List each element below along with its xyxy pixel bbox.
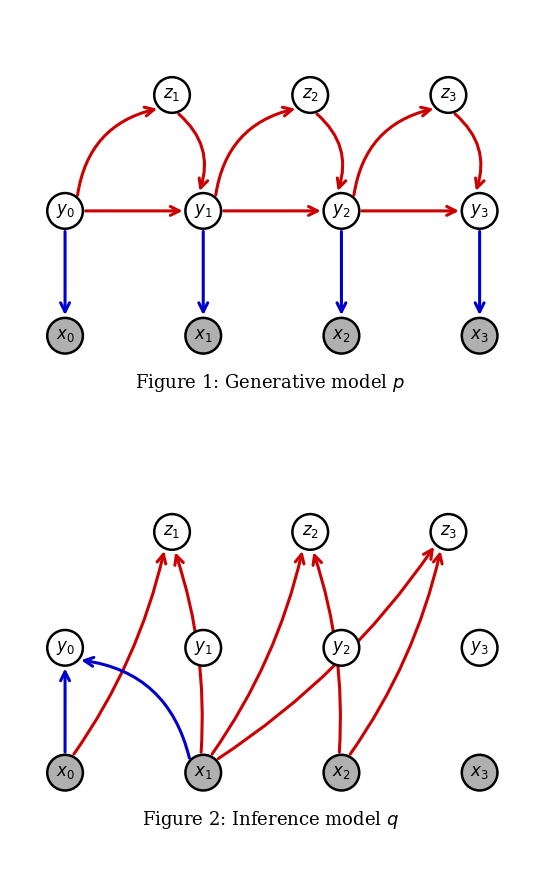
Circle shape	[324, 630, 359, 665]
Circle shape	[154, 77, 190, 112]
Text: Figure 2: Inference model $q$: Figure 2: Inference model $q$	[142, 809, 399, 831]
Circle shape	[324, 193, 359, 228]
Circle shape	[324, 318, 359, 353]
Text: $x_1$: $x_1$	[194, 764, 213, 781]
Circle shape	[430, 514, 466, 549]
Circle shape	[462, 193, 498, 228]
Text: $x_0$: $x_0$	[56, 764, 75, 781]
Circle shape	[47, 630, 83, 665]
Text: $x_1$: $x_1$	[194, 327, 213, 344]
Text: $z_1$: $z_1$	[163, 523, 180, 541]
Text: $x_2$: $x_2$	[332, 327, 351, 344]
Text: $y_3$: $y_3$	[470, 639, 489, 657]
Circle shape	[462, 630, 498, 665]
Circle shape	[324, 755, 359, 791]
Circle shape	[462, 318, 498, 353]
Text: $y_2$: $y_2$	[332, 639, 351, 657]
Text: $x_0$: $x_0$	[56, 327, 75, 344]
Circle shape	[293, 514, 328, 549]
Circle shape	[185, 630, 221, 665]
Circle shape	[185, 755, 221, 791]
Text: $y_0$: $y_0$	[56, 202, 74, 220]
Circle shape	[47, 318, 83, 353]
Text: $x_2$: $x_2$	[332, 764, 351, 781]
Text: $z_2$: $z_2$	[302, 523, 319, 541]
Circle shape	[430, 77, 466, 112]
Circle shape	[47, 193, 83, 228]
Circle shape	[462, 755, 498, 791]
Text: Figure 1: Generative model $p$: Figure 1: Generative model $p$	[135, 372, 405, 394]
Text: $z_2$: $z_2$	[302, 86, 319, 104]
Text: $x_3$: $x_3$	[470, 327, 489, 344]
Circle shape	[47, 755, 83, 791]
Text: $y_2$: $y_2$	[332, 202, 351, 220]
Text: $y_0$: $y_0$	[56, 639, 74, 657]
Circle shape	[185, 318, 221, 353]
Text: $z_3$: $z_3$	[440, 86, 457, 104]
Circle shape	[154, 514, 190, 549]
Circle shape	[185, 193, 221, 228]
Circle shape	[293, 77, 328, 112]
Text: $z_3$: $z_3$	[440, 523, 457, 541]
Text: $y_1$: $y_1$	[194, 202, 213, 220]
Text: $y_1$: $y_1$	[194, 639, 213, 657]
Text: $z_1$: $z_1$	[163, 86, 180, 104]
Text: $x_3$: $x_3$	[470, 764, 489, 781]
Text: $y_3$: $y_3$	[470, 202, 489, 220]
